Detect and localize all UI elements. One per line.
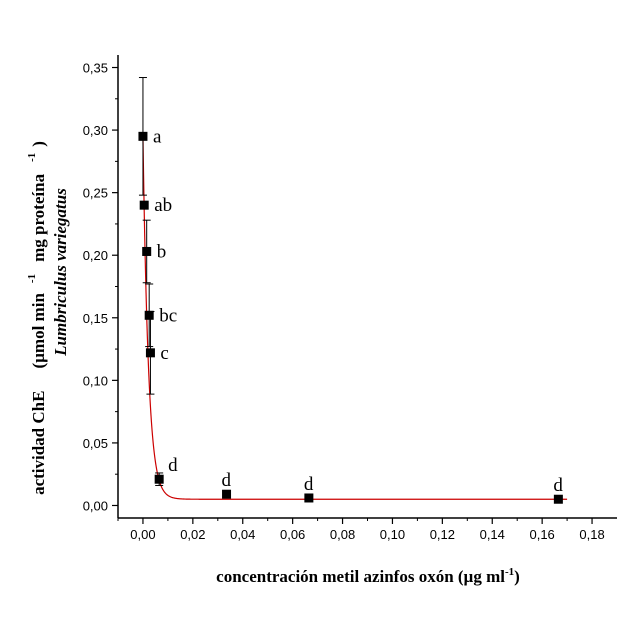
significance-letter: bc xyxy=(159,305,177,326)
y-tick-label: 0,25 xyxy=(83,186,108,201)
data-point xyxy=(553,494,563,504)
x-tick-label: 0,10 xyxy=(380,527,405,542)
y-tick-label: 0,00 xyxy=(83,498,108,513)
y-tick-label: 0,05 xyxy=(83,436,108,451)
y-tick-label: 0,35 xyxy=(83,61,108,76)
y-axis-title-end: ) xyxy=(29,141,48,147)
significance-letter: d xyxy=(304,474,314,495)
y-axis-title-units: (µmol min xyxy=(29,293,48,369)
x-tick-label: 0,08 xyxy=(330,527,355,542)
data-point xyxy=(145,348,155,358)
x-tick-label: 0,14 xyxy=(480,527,505,542)
significance-letter: b xyxy=(157,241,167,262)
x-tick-label: 0,12 xyxy=(430,527,455,542)
data-point xyxy=(304,493,314,503)
x-tick-label: 0,04 xyxy=(230,527,255,542)
significance-letter: d xyxy=(168,455,178,476)
data-point xyxy=(144,310,154,320)
y-tick-label: 0,15 xyxy=(83,311,108,326)
x-axis-title: concentración metil azinfos oxón (µg ml-… xyxy=(216,566,520,586)
x-tick-label: 0,02 xyxy=(180,527,205,542)
significance-letter: c xyxy=(160,343,168,364)
ticks: 0,00 0,02 0,04 0,06 0,08 0,10 0,12 0,14 0,16 0,18… xyxy=(83,61,605,542)
fit-curve-group xyxy=(142,136,568,500)
y-tick-label: 0,10 xyxy=(83,373,108,388)
y-axis-title-sup-a: -1 xyxy=(26,274,38,283)
data-point xyxy=(222,489,232,499)
significance-letter: d xyxy=(553,475,563,496)
significance-letter: ab xyxy=(154,195,172,216)
x-tick-label: 0,00 xyxy=(130,527,155,542)
data-points: a ab b bc c d d d d xyxy=(138,77,563,504)
x-axis-title-end: ) xyxy=(514,567,520,586)
significance-letter: a xyxy=(153,126,162,147)
x-tick-label: 0,16 xyxy=(529,527,554,542)
data-point xyxy=(139,200,149,210)
y-axis-title-main: actividad ChE xyxy=(29,391,48,495)
fit-curve xyxy=(142,136,568,500)
y-axis-species: Lumbriculus variegatus xyxy=(51,188,70,357)
y-tick-label: 0,30 xyxy=(83,123,108,138)
y-axis-title-sup-b: -1 xyxy=(26,153,38,162)
x-axis-title-sup: -1 xyxy=(505,566,514,578)
axes xyxy=(117,55,617,519)
data-point xyxy=(142,246,152,256)
data-point xyxy=(154,474,164,484)
data-point xyxy=(138,131,148,141)
x-tick-label: 0,18 xyxy=(579,527,604,542)
y-axis-title: actividad ChE (µmol min -1 mg proteína -1) xyxy=(26,141,48,495)
y-axis-title-units-b: mg proteína xyxy=(29,173,48,261)
x-tick-label: 0,06 xyxy=(280,527,305,542)
significance-letter: d xyxy=(222,470,232,491)
y-tick-label: 0,20 xyxy=(83,248,108,263)
